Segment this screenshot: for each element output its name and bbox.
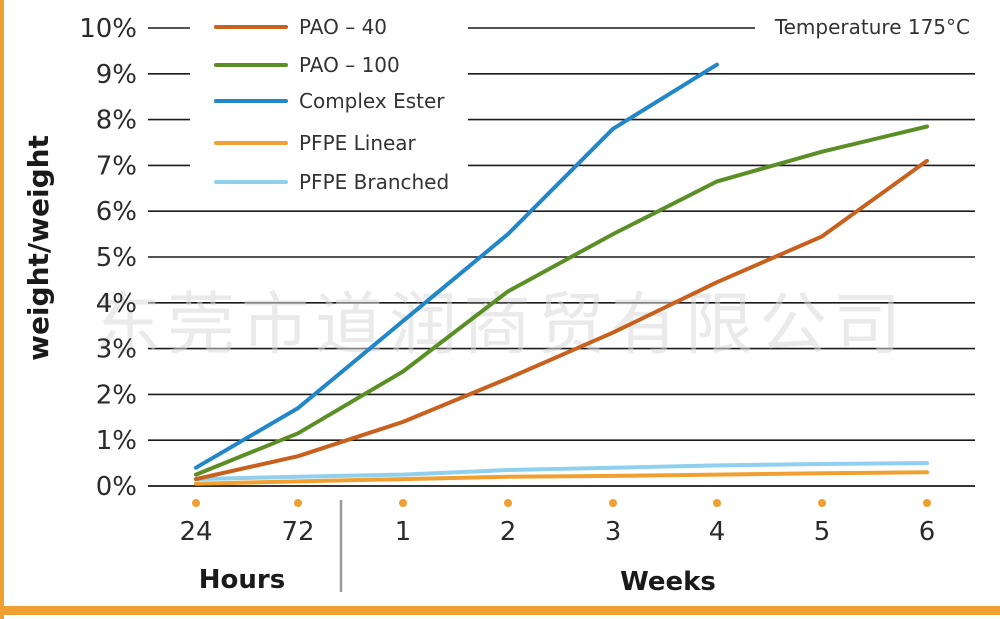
x-tick-label: 3 [605, 517, 622, 547]
x-group-label-hours: Hours [199, 565, 285, 595]
left-frame-border [0, 0, 4, 619]
x-tick-marker [713, 499, 721, 507]
x-tick-marker [609, 499, 617, 507]
x-tick-label: 2 [500, 517, 517, 547]
legend-entry: PAO – 100 [299, 53, 400, 77]
y-axis-title: weight/weight [22, 135, 55, 361]
legend-entry: PFPE Branched [299, 170, 449, 194]
legend-entry: PFPE Linear [299, 131, 417, 155]
y-tick-label: 3% [96, 335, 137, 365]
series-line-pao-40 [194, 158, 929, 482]
x-tick-marker [399, 499, 407, 507]
x-tick-label: 6 [919, 517, 936, 547]
legend-entry: PAO – 40 [299, 15, 387, 39]
x-group-label-weeks: Weeks [620, 567, 716, 597]
y-tick-label: 6% [96, 197, 137, 227]
series-line-pfpe-branched [194, 461, 929, 482]
y-axis-ticks: 0% 1% 2% 3% 4% 5% 6% 7% 8% 9% 10% [79, 14, 137, 502]
bottom-frame-border [0, 606, 1000, 615]
x-axis-ticks: 24 72 1 2 3 4 5 6 [179, 499, 935, 547]
y-tick-label: 9% [96, 60, 137, 90]
temperature-annotation: Temperature 175°C [774, 15, 970, 39]
x-tick-marker [923, 499, 931, 507]
x-tick-label: 24 [179, 517, 212, 547]
y-tick-label: 8% [96, 106, 137, 136]
series-lines [194, 62, 929, 486]
y-tick-label: 0% [96, 472, 137, 502]
x-tick-marker [192, 499, 200, 507]
y-tick-label: 5% [96, 243, 137, 273]
y-tick-label: 2% [96, 380, 137, 410]
series-line-complex-ester [194, 62, 719, 470]
y-tick-label: 10% [79, 14, 137, 44]
legend: PAO – 40 PAO – 100 Complex Ester PFPE Linea… [214, 15, 449, 194]
x-tick-marker [294, 499, 302, 507]
x-tick-label: 72 [281, 517, 314, 547]
x-tick-label: 1 [395, 517, 412, 547]
x-tick-label: 4 [709, 517, 726, 547]
x-tick-marker [504, 499, 512, 507]
x-tick-marker [818, 499, 826, 507]
y-tick-label: 4% [96, 289, 137, 319]
x-tick-label: 5 [814, 517, 831, 547]
y-tick-label: 7% [96, 151, 137, 181]
gridlines [148, 27, 975, 487]
series-line-pao-100 [194, 124, 929, 477]
series-line-pfpe-linear [194, 470, 929, 486]
y-tick-label: 1% [96, 426, 137, 456]
legend-entry: Complex Ester [299, 89, 445, 113]
